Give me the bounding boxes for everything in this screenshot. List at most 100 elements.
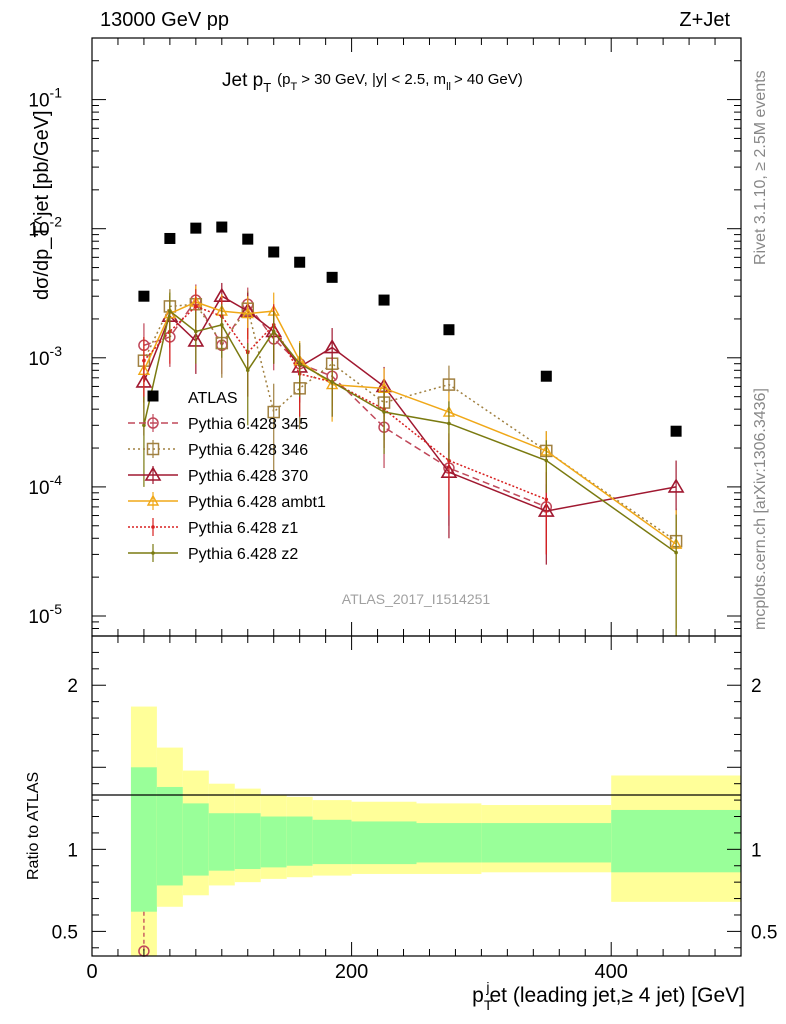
mcplots-label: mcplots.cern.ch [arXiv:1306.3436]	[752, 388, 769, 630]
y-tick-label: 10-2	[28, 214, 62, 241]
legend-marker-p345	[147, 417, 159, 429]
band-inner-bin	[234, 813, 261, 870]
y-axis-label: dσ/dp_T^jet [pb/GeV]	[31, 110, 53, 300]
y-tick-label: 10-5	[28, 601, 62, 628]
title-cut-sub: T	[291, 81, 298, 93]
xlabel-sub: T	[484, 997, 493, 1013]
legend-marker-atlas	[147, 390, 159, 402]
xlabel-p: p	[472, 984, 484, 1007]
xlabel-rest: et (leading jet,≥ 4 jet) [GeV]	[490, 984, 746, 1007]
title-end: > 40 GeV)	[454, 71, 523, 88]
title-cut: (p	[277, 71, 290, 88]
axis-ticks: 10-5 10-4 10-3 10-2 10-1 0 200 400 0.5 0.5 1 1 2 2	[28, 38, 777, 983]
point-ATLAS	[164, 232, 176, 244]
point-z2	[544, 458, 549, 463]
ratio-tick-label: 2	[67, 676, 78, 697]
legend-label-ambt1: Pythia 6.428 ambt1	[188, 494, 326, 511]
chart-title: Jet pT (pT > 30 GeV, |y| < 2.5, mll > 40 Ge…	[222, 70, 523, 95]
ratio-tick-label-right: 2	[751, 676, 762, 697]
legend-marker-ambt1	[146, 494, 160, 506]
title-ll: ll	[446, 81, 451, 93]
band-inner-bin	[312, 819, 352, 865]
legend-label-z2: Pythia 6.428 z2	[188, 546, 298, 563]
legend-marker-z2	[151, 551, 155, 555]
point-z2	[220, 323, 224, 327]
analysis-id: ATLAS_2017_I1514251	[342, 591, 491, 607]
ratio-tick-label: 1	[67, 840, 78, 861]
ratio-bands	[130, 706, 741, 956]
series-ambt1	[137, 285, 683, 636]
legend-label-atlas: ATLAS	[188, 390, 238, 407]
title-rest: > 30 GeV, |y| < 2.5, m	[301, 71, 446, 88]
legend-label-p345: Pythia 6.428 345	[188, 416, 308, 433]
band-inner-bin	[416, 823, 482, 863]
point-p346	[267, 405, 280, 419]
point-z2	[142, 423, 146, 428]
band-inner-bin	[156, 786, 183, 886]
point-z2	[194, 329, 198, 334]
x-tick-label: 400	[595, 961, 628, 983]
point-ATLAS	[670, 425, 682, 437]
point-z2	[330, 380, 334, 384]
legend-label-p370: Pythia 6.428 370	[188, 468, 308, 485]
band-inner-bin	[611, 809, 741, 873]
band-inner-bin	[286, 816, 313, 866]
legend-label-p346: Pythia 6.428 346	[188, 442, 308, 459]
ratio-tick-label-right: 1	[751, 840, 762, 861]
legend-marker-p370	[144, 466, 162, 481]
point-z2	[297, 361, 302, 366]
point-ATLAS	[443, 324, 455, 336]
legend-label-z1: Pythia 6.428 z1	[188, 520, 298, 537]
x-axis-label: pTjet (leading jet,≥ 4 jet) [GeV]	[472, 979, 745, 1013]
point-z2	[271, 329, 276, 334]
ratio-y-label: Ratio to ATLAS	[25, 772, 42, 880]
rivet-label: Rivet 3.1.10, ≥ 2.5M events	[752, 70, 769, 265]
point-ATLAS	[326, 271, 338, 283]
point-z1	[142, 358, 146, 363]
ratio-frame	[91, 635, 742, 957]
point-z1	[544, 497, 549, 502]
ratio-tick-label: 0.5	[52, 922, 78, 943]
point-p370	[323, 338, 341, 354]
band-inner-bin	[351, 821, 417, 865]
point-ambt1	[241, 307, 254, 319]
main-series	[135, 221, 685, 636]
point-p370	[667, 478, 685, 493]
series-z2	[142, 292, 678, 636]
legend-marker-z1	[151, 525, 155, 529]
header-process: Z+Jet	[679, 9, 730, 31]
title-sub: T	[263, 80, 271, 95]
point-ATLAS	[294, 256, 306, 268]
ratio-tick-label-right: 0.5	[751, 922, 777, 943]
series-line-p345	[143, 298, 547, 508]
y-tick-label: 10-4	[28, 472, 62, 499]
band-inner-bin	[182, 803, 209, 876]
point-z1	[447, 458, 451, 463]
point-z2	[674, 550, 678, 555]
point-z2	[382, 410, 386, 414]
point-z2	[447, 421, 451, 426]
title-main: Jet p	[222, 70, 263, 91]
point-ATLAS	[268, 246, 280, 258]
x-tick-label: 0	[86, 961, 97, 983]
point-ATLAS	[540, 370, 552, 382]
band-inner-bin	[130, 767, 157, 912]
band-inner-bin	[481, 823, 612, 863]
point-ATLAS	[190, 222, 202, 234]
point-ATLAS	[216, 221, 228, 233]
point-z2	[245, 368, 250, 373]
point-ATLAS	[378, 294, 390, 306]
band-inner-bin	[208, 813, 235, 871]
series-line-z2	[143, 309, 677, 554]
point-z1	[194, 304, 198, 309]
x-tick-label: 200	[335, 961, 368, 983]
series-ATLAS	[138, 221, 682, 437]
point-z2	[168, 309, 172, 313]
y-tick-label: 10-3	[28, 343, 62, 370]
point-ATLAS	[242, 233, 254, 245]
legend: ATLAS Pythia 6.428 345 Pythia 6.428 346 Pyt…	[128, 390, 326, 563]
header-energy: 13000 GeV pp	[100, 9, 229, 31]
point-ATLAS	[138, 290, 150, 302]
point-p346	[442, 378, 456, 391]
